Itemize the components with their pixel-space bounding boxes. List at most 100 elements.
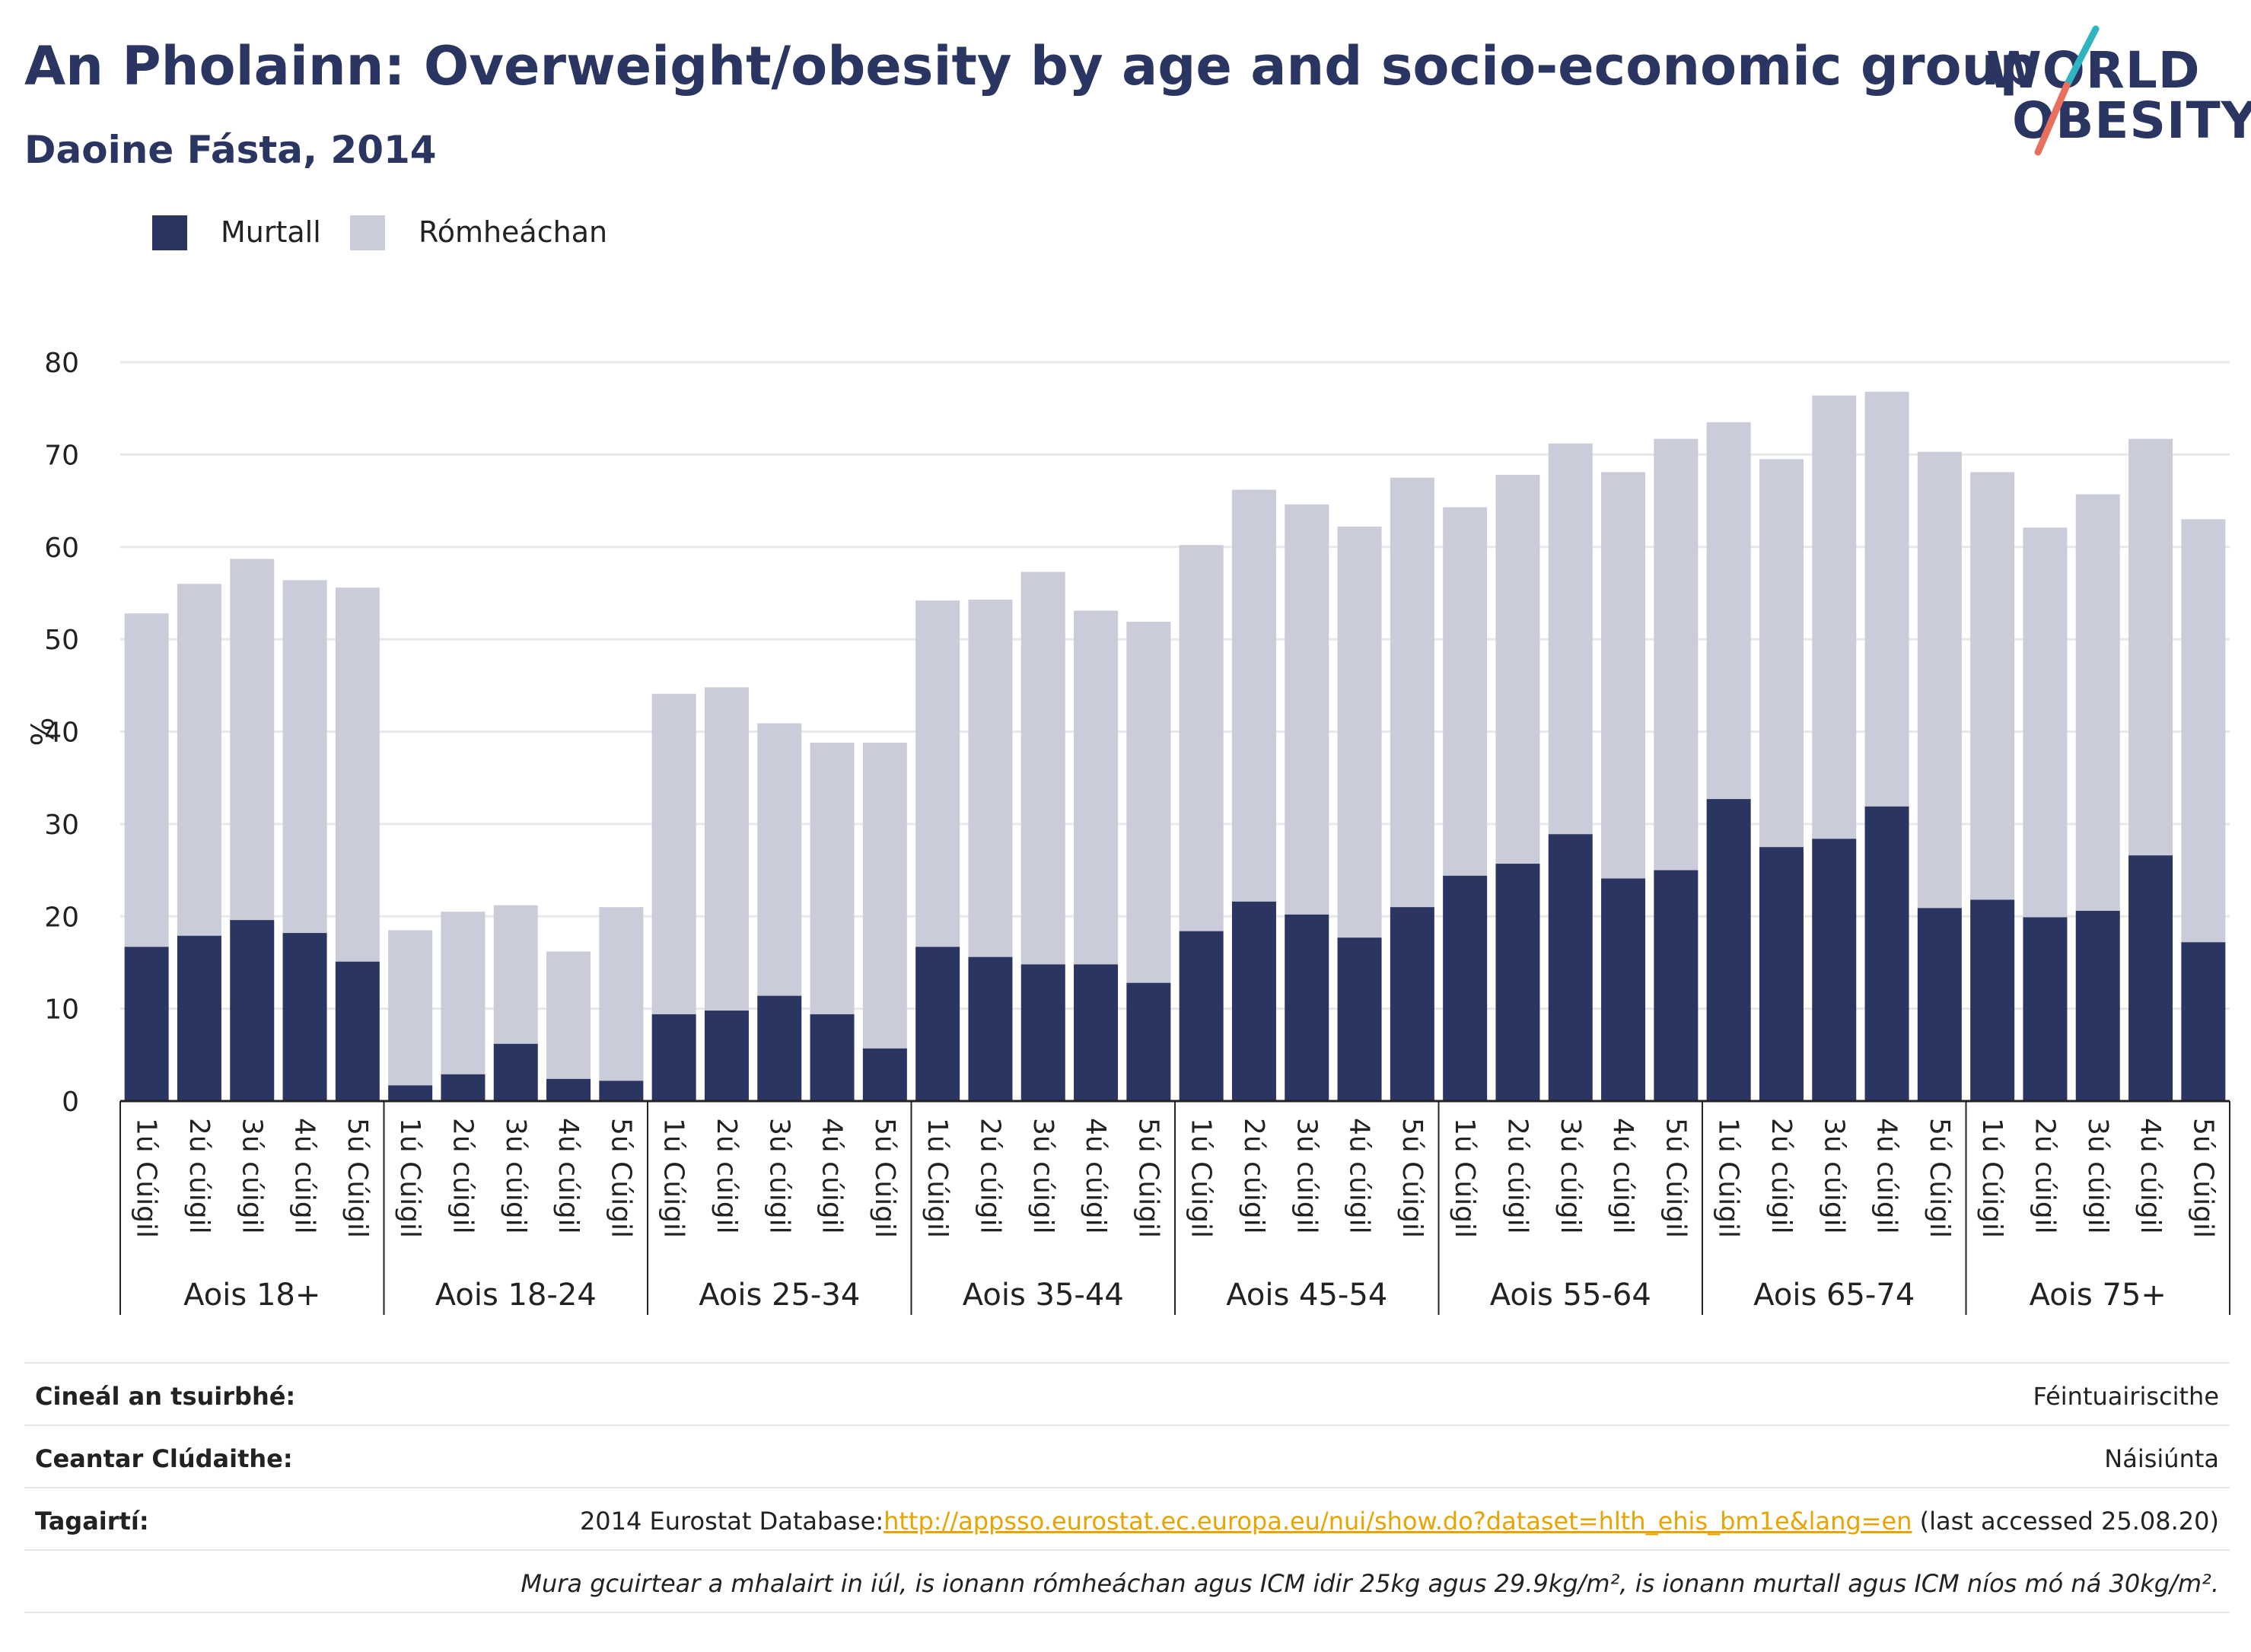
bar-obese <box>2075 910 2120 1101</box>
bar-overweight <box>915 600 960 947</box>
x-tick-label: 4ú cúigil <box>289 1118 320 1234</box>
bar-obese <box>388 1085 433 1101</box>
x-tick-label: 5ú Cúigil <box>342 1118 373 1238</box>
y-tick-label: 50 <box>44 625 79 656</box>
x-tick-label: 3ú cúigil <box>1291 1118 1322 1234</box>
x-tick-label: 1ú Cúigil <box>394 1118 425 1238</box>
bar-overweight <box>1812 395 1857 839</box>
bar-overweight <box>968 599 1013 957</box>
group-label: Aois 18-24 <box>435 1278 597 1313</box>
world-obesity-logo: WORLD OBESITY <box>1986 21 2251 166</box>
bar-obese <box>1917 908 1962 1101</box>
group-label: Aois 45-54 <box>1226 1278 1387 1313</box>
info-value: Náisiúnta <box>2104 1444 2219 1473</box>
bar-overweight <box>1285 504 1329 915</box>
x-tick-label: 2ú cúigil <box>711 1118 742 1234</box>
x-tick-label: 4ú cúigil <box>1607 1118 1638 1234</box>
x-tick-label: 4ú cúigil <box>552 1118 584 1234</box>
info-value: Féintuairiscithe <box>2033 1382 2219 1411</box>
bar-obese <box>1443 875 1488 1101</box>
x-tick-label: 1ú Cúigil <box>1186 1118 1217 1238</box>
bar-obese <box>1020 964 1065 1101</box>
x-tick-label: 2ú cúigil <box>974 1118 1005 1234</box>
bar-overweight <box>1179 545 1224 931</box>
bar-overweight <box>124 613 169 947</box>
legend-swatch <box>350 215 385 250</box>
reference-link[interactable]: http://appsso.eurostat.ec.europa.eu/nui/… <box>884 1507 1912 1536</box>
bar-obese <box>2181 942 2226 1101</box>
bar-overweight <box>2128 438 2173 856</box>
x-tick-label: 2ú cúigil <box>183 1118 215 1234</box>
bar-obese <box>757 995 802 1101</box>
x-tick-label: 4ú cúigil <box>1080 1118 1111 1234</box>
bar-overweight <box>1864 391 1909 807</box>
bar-overweight <box>1074 610 1119 965</box>
info-label: Cineál an tsuirbhé: <box>35 1382 296 1411</box>
bar-overweight <box>2023 527 2068 918</box>
x-tick-label: 2ú cúigil <box>1765 1118 1797 1234</box>
bar-obese <box>441 1074 486 1101</box>
y-tick-label: 20 <box>44 902 79 933</box>
y-tick-label: 0 <box>62 1087 79 1118</box>
bar-obese <box>1970 899 2015 1101</box>
info-label: Ceantar Clúdaithe: <box>35 1444 293 1473</box>
group-label: Aois 75+ <box>2030 1278 2167 1313</box>
definition-note: Mura gcuirtear a mhalairt in iúl, is ion… <box>521 1569 2219 1598</box>
info-row-references: Tagairtí: 2014 Eurostat Database:http://… <box>24 1487 2230 1551</box>
bar-overweight <box>1231 489 1276 902</box>
bar-obese <box>1548 834 1593 1101</box>
bar-obese <box>1759 847 1804 1101</box>
bar-obese <box>282 933 327 1101</box>
y-tick-label: 40 <box>44 718 79 749</box>
bar-overweight <box>599 907 644 1081</box>
group-label: Aois 65-74 <box>1753 1278 1915 1313</box>
x-tick-label: 3ú cúigil <box>236 1118 267 1234</box>
y-tick-label: 30 <box>44 810 79 841</box>
x-tick-label: 4ú cúigil <box>1344 1118 1375 1234</box>
bar-obese <box>704 1011 749 1101</box>
x-tick-label: 3ú cúigil <box>1555 1118 1586 1234</box>
reference-suffix: (last accessed 25.08.20) <box>1912 1507 2219 1536</box>
bar-overweight <box>282 580 327 934</box>
x-tick-label: 5ú Cúigil <box>1924 1118 1955 1238</box>
x-tick-label: 5ú Cúigil <box>1660 1118 1691 1238</box>
bar-overweight <box>1706 422 1751 800</box>
x-tick-label: 5ú Cúigil <box>1132 1118 1164 1238</box>
bar-obese <box>1231 901 1276 1101</box>
bar-obese <box>599 1081 644 1101</box>
x-tick-label: 3ú cúigil <box>2082 1118 2113 1234</box>
x-tick-label: 1ú Cúigil <box>658 1118 689 1238</box>
bar-overweight <box>546 951 591 1079</box>
chart-title: An Pholainn: Overweight/obesity by age a… <box>24 35 2038 97</box>
bar-obese <box>862 1048 907 1101</box>
bar-overweight <box>2181 519 2226 943</box>
bar-overweight <box>177 584 221 936</box>
x-tick-label: 5ú Cúigil <box>869 1118 900 1238</box>
x-tick-label: 3ú cúigil <box>1818 1118 1849 1234</box>
bar-overweight <box>862 743 907 1049</box>
bar-obese <box>177 935 221 1101</box>
x-tick-label: 3ú cúigil <box>1027 1118 1059 1234</box>
x-tick-label: 2ú cúigil <box>1238 1118 1269 1234</box>
x-tick-label: 5ú Cúigil <box>2187 1118 2218 1238</box>
group-label: Aois 18+ <box>183 1278 320 1313</box>
y-tick-label: 10 <box>44 995 79 1026</box>
bar-obese <box>230 920 275 1101</box>
x-tick-label: 1ú Cúigil <box>131 1118 162 1238</box>
legend-label: Murtall <box>221 215 321 249</box>
bar-overweight <box>651 693 696 1014</box>
bar-obese <box>1074 964 1119 1101</box>
bar-obese <box>2128 855 2173 1101</box>
x-tick-label: 5ú Cúigil <box>1396 1118 1428 1238</box>
group-label: Aois 25-34 <box>699 1278 860 1313</box>
bar-overweight <box>1654 438 1699 871</box>
bar-obese <box>1390 907 1434 1101</box>
info-row-note: Mura gcuirtear a mhalairt in iúl, is ion… <box>24 1549 2230 1613</box>
group-label: Aois 55-64 <box>1490 1278 1651 1313</box>
bar-overweight <box>493 905 538 1044</box>
bar-obese <box>1495 864 1540 1101</box>
group-label: Aois 35-44 <box>963 1278 1124 1313</box>
bar-overweight <box>1917 451 1962 909</box>
bar-obese <box>1126 982 1171 1101</box>
bar-overweight <box>230 559 275 921</box>
